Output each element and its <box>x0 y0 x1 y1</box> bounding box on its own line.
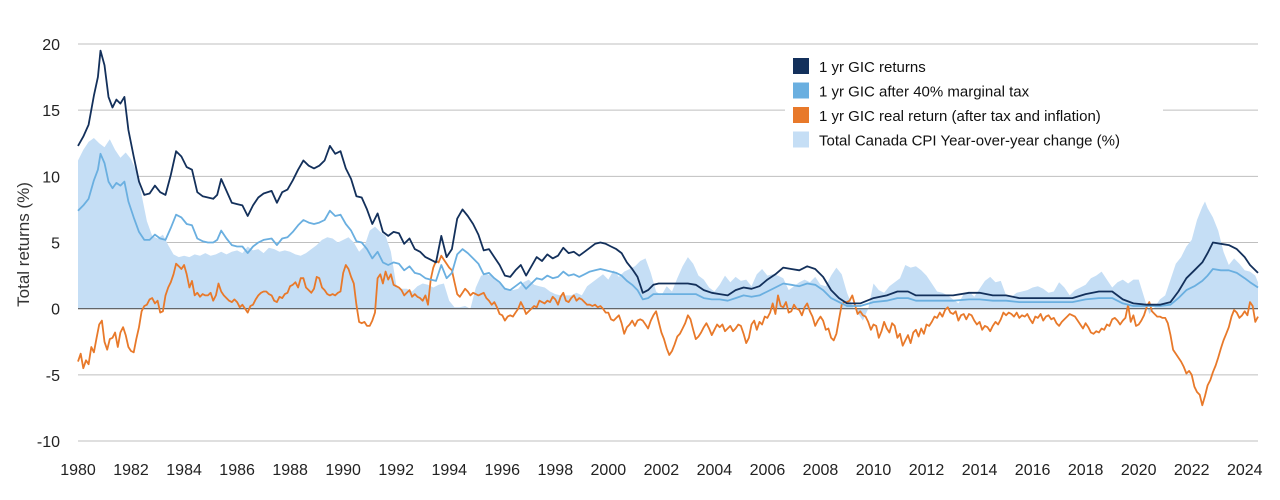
legend-label: 1 yr GIC real return (after tax and infl… <box>819 108 1101 125</box>
x-tick-label: 2014 <box>962 462 998 479</box>
y-axis-title: Total returns (%) <box>14 182 33 307</box>
x-tick-label: 1996 <box>484 462 520 479</box>
x-tick-label: 1990 <box>325 462 361 479</box>
y-tick-label: 10 <box>42 169 60 186</box>
y-tick-label: 15 <box>42 103 60 120</box>
x-tick-label: 2016 <box>1015 462 1051 479</box>
legend-items: 1 yr GIC returns 1 yr GIC after 40% margi… <box>793 58 1120 150</box>
x-tick-label: 2000 <box>591 462 627 479</box>
series-line-1-yr-gic-real-return-after-tax-and-inflation <box>77 254 1259 407</box>
legend-item: Total Canada CPI Year-over-year change (… <box>793 131 1120 150</box>
x-tick-label: 1994 <box>431 462 467 479</box>
x-tick-label: 2022 <box>1174 462 1210 479</box>
legend-background <box>785 52 1163 154</box>
series-line-1-yr-gic-returns <box>77 49 1259 306</box>
series-line-1-yr-gic-after-40-marginal-tax <box>77 152 1259 307</box>
legend-swatch <box>793 107 809 123</box>
legend-item: 1 yr GIC real return (after tax and infl… <box>793 107 1101 125</box>
x-tick-label: 1982 <box>113 462 149 479</box>
legend-swatch <box>793 82 809 99</box>
cpi-area-layer <box>78 138 1258 321</box>
x-tick-label: 2012 <box>909 462 945 479</box>
legend-swatch <box>793 131 809 148</box>
x-tick-label: 2010 <box>856 462 892 479</box>
y-tick-label: -10 <box>37 434 60 451</box>
x-tick-label: 2002 <box>644 462 680 479</box>
x-tick-label: 1988 <box>272 462 308 479</box>
y-tick-label: 5 <box>51 236 60 253</box>
x-tick-label: 2024 <box>1227 462 1263 479</box>
legend-label: 1 yr GIC after 40% marginal tax <box>819 84 1030 101</box>
legend-item: 1 yr GIC returns <box>793 58 926 76</box>
x-tick-label: 2004 <box>697 462 733 479</box>
x-tick-label: 2018 <box>1068 462 1104 479</box>
legend-label: Total Canada CPI Year-over-year change (… <box>819 133 1120 150</box>
series-lines-layer <box>77 49 1259 407</box>
y-tick-label: -5 <box>46 368 60 385</box>
x-tick-label: 2006 <box>750 462 786 479</box>
y-tick-label: 20 <box>42 37 60 54</box>
x-tick-label: 2020 <box>1121 462 1157 479</box>
x-tick-label: 1998 <box>538 462 574 479</box>
legend-swatch <box>793 58 809 74</box>
legend-item: 1 yr GIC after 40% marginal tax <box>793 82 1030 101</box>
y-tick-label: 0 <box>51 302 60 319</box>
x-tick-label: 1980 <box>60 462 96 479</box>
legend-label: 1 yr GIC returns <box>819 59 926 76</box>
x-tick-label: 1992 <box>378 462 414 479</box>
y-axis-ticks: -10 -5 0 5 10 15 20 <box>37 37 60 451</box>
x-tick-label: 2008 <box>803 462 839 479</box>
series-area-total-canada-cpi-year-over-year-change <box>78 138 1258 321</box>
x-tick-label: 1984 <box>166 462 202 479</box>
legend: 1 yr GIC returns 1 yr GIC after 40% margi… <box>785 52 1163 154</box>
x-axis-ticks: 1980 1982 1984 1986 1988 1990 1992 1994 1996 1998… <box>60 462 1262 479</box>
x-tick-label: 1986 <box>219 462 255 479</box>
